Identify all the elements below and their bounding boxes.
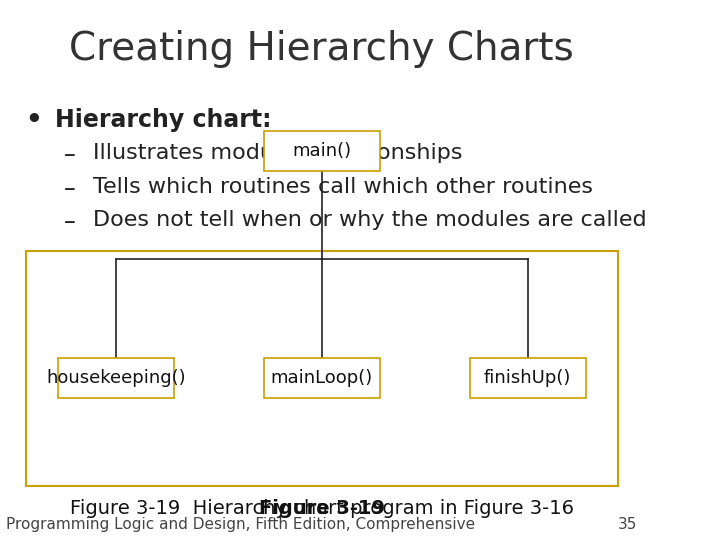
Text: Tells which routines call which other routines: Tells which routines call which other ro… bbox=[94, 177, 593, 197]
Text: mainLoop(): mainLoop() bbox=[271, 369, 373, 387]
FancyBboxPatch shape bbox=[264, 357, 379, 399]
FancyBboxPatch shape bbox=[26, 251, 618, 486]
Text: –: – bbox=[64, 210, 76, 234]
Text: •: • bbox=[26, 108, 42, 134]
Text: Creating Hierarchy Charts: Creating Hierarchy Charts bbox=[69, 30, 574, 68]
Text: Does not tell when or why the modules are called: Does not tell when or why the modules ar… bbox=[94, 210, 647, 230]
Text: Figure 3-19: Figure 3-19 bbox=[258, 500, 384, 518]
FancyBboxPatch shape bbox=[58, 357, 174, 399]
Text: –: – bbox=[64, 177, 76, 200]
Text: finishUp(): finishUp() bbox=[484, 369, 572, 387]
Text: 35: 35 bbox=[618, 517, 637, 532]
Text: housekeeping(): housekeeping() bbox=[46, 369, 186, 387]
Text: –: – bbox=[64, 143, 76, 167]
Text: Illustrates modules’ relationships: Illustrates modules’ relationships bbox=[94, 143, 463, 163]
Text: main(): main() bbox=[292, 142, 351, 160]
Text: Hierarchy chart:: Hierarchy chart: bbox=[55, 108, 271, 132]
Text: Figure 3-19  Hierarchy chart program in Figure 3-16: Figure 3-19 Hierarchy chart program in F… bbox=[70, 500, 574, 518]
Text: Programming Logic and Design, Fifth Edition, Comprehensive: Programming Logic and Design, Fifth Edit… bbox=[6, 517, 475, 532]
FancyBboxPatch shape bbox=[264, 131, 379, 172]
FancyBboxPatch shape bbox=[469, 357, 585, 399]
